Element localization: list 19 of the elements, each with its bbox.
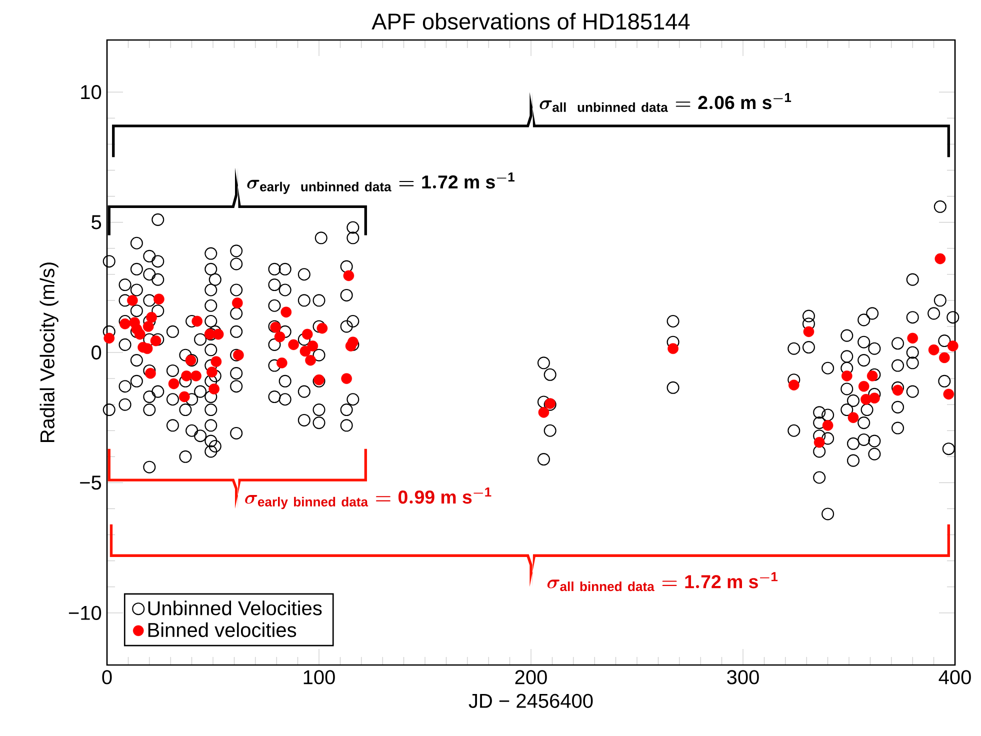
x-tick-label: 0 [102, 670, 112, 684]
x-tick-label: 300 [727, 670, 759, 684]
legend-label: Binned velocities [148, 622, 296, 638]
y-tick-label: −10 [68, 606, 102, 620]
x-axis-title: JD − 2456400 [468, 694, 593, 708]
y-axis-title: Radial Velocity (m/s) [40, 262, 58, 442]
y-tick-label: 0 [92, 345, 102, 360]
annotation: $\sigma_{\mathrm{early\ \ unbinned\ data}} = \mathrm{1.72\ m\ s^{-1}}$ [247, 172, 514, 194]
y-tick-label: −5 [80, 476, 102, 490]
annotation: $\sigma_{\mathrm{all\ \ unbinned\ data}} = \mathrm{2.06\ m\ s^{-1}}$ [540, 93, 792, 112]
chart-title: APF observations of HD185144 [372, 12, 690, 30]
y-tick-label: 10 [81, 84, 102, 100]
x-tick-label: 200 [515, 670, 547, 684]
annotation: $\sigma_{\mathrm{early\ binned\ data}} = \mathrm{0.99\ m\ s^{-1}}$ [245, 488, 492, 510]
x-tick-label: 400 [938, 670, 971, 684]
legend-label: Unbinned Velocities [148, 600, 322, 616]
annotation: $\sigma_{\mathrm{all\ binned\ data}} = \mathrm{1.72\ m\ s^{-1}}$ [547, 572, 778, 592]
y-tick-label: 5 [92, 215, 102, 230]
x-tick-label: 100 [304, 670, 335, 684]
